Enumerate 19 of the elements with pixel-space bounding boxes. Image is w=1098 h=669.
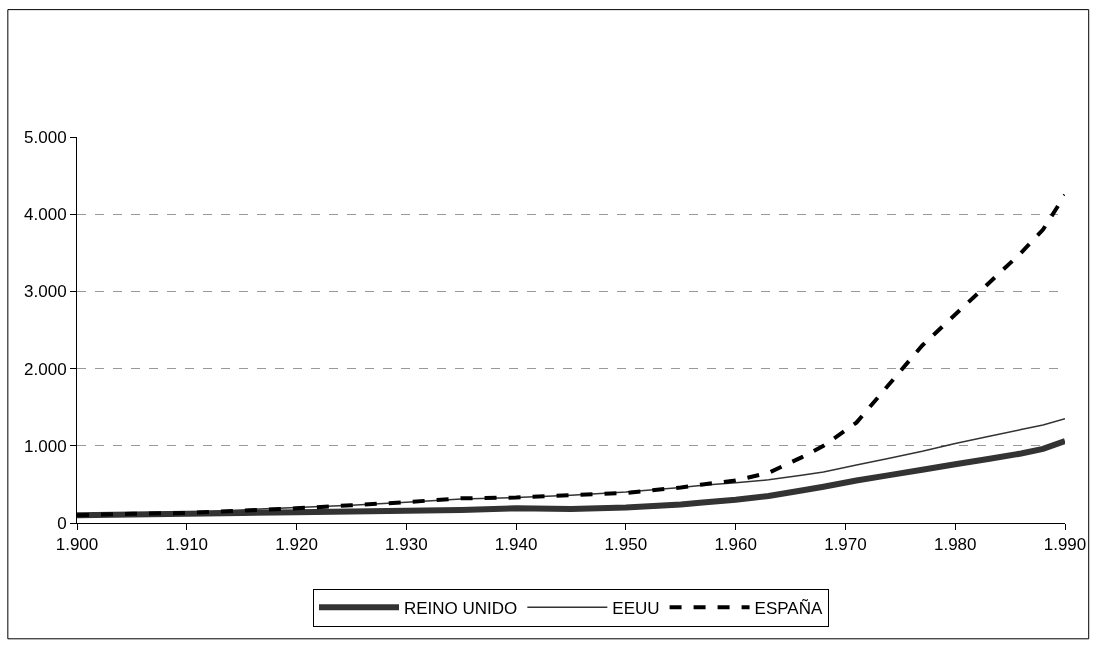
x-tick-label: 1.900 — [55, 535, 99, 555]
y-tick-label: 4.000 — [24, 205, 67, 225]
x-tick-label: 1.930 — [385, 535, 428, 555]
x-tick-label: 1.940 — [494, 535, 538, 555]
legend-label: EEUU — [612, 598, 660, 618]
x-tick-label: 1.950 — [604, 535, 648, 555]
y-tick-label: 3.000 — [24, 282, 67, 302]
y-tick-label: 1.000 — [24, 436, 67, 456]
x-tick-label: 1.990 — [1043, 535, 1087, 555]
x-tick-label: 1.980 — [933, 535, 977, 555]
y-tick-label: 0 — [57, 513, 67, 533]
y-tick-label: 5.000 — [24, 127, 67, 147]
legend-label: ESPAÑA — [754, 598, 823, 618]
legend-label: REINO UNIDO — [404, 598, 518, 618]
x-tick-label: 1.970 — [824, 535, 867, 555]
x-tick-label: 1.960 — [714, 535, 757, 555]
x-tick-label: 1.920 — [275, 535, 318, 555]
y-tick-label: 2.000 — [24, 359, 67, 379]
x-tick-label: 1.910 — [165, 535, 209, 555]
